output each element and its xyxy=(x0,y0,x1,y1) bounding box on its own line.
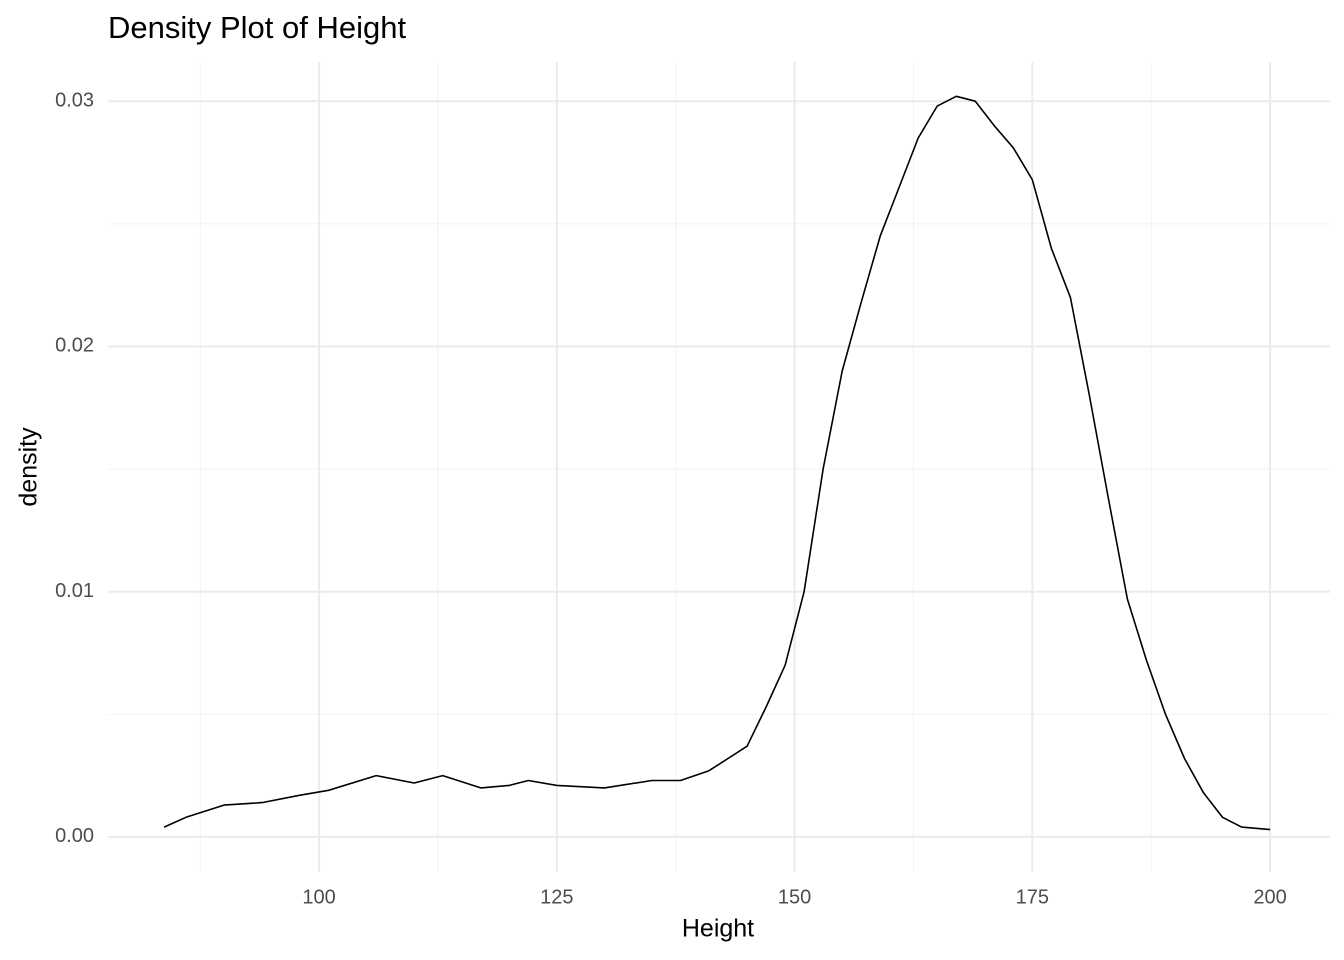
y-tick-label: 0.01 xyxy=(55,580,94,602)
x-tick-label: 150 xyxy=(778,886,811,908)
density-line xyxy=(163,95,1271,831)
y-tick-label: 0.02 xyxy=(55,335,94,357)
x-tick-label: 175 xyxy=(1016,886,1049,908)
x-tick-label: 200 xyxy=(1253,886,1286,908)
chart-title: Density Plot of Height xyxy=(108,10,406,45)
x-tick-label: 100 xyxy=(302,886,335,908)
y-tick-label: 0.03 xyxy=(55,90,94,112)
y-axis-title: density xyxy=(15,427,43,507)
y-tick-label: 0.00 xyxy=(55,825,94,847)
x-axis-title: Height xyxy=(682,915,754,943)
x-tick-label: 125 xyxy=(540,886,573,908)
